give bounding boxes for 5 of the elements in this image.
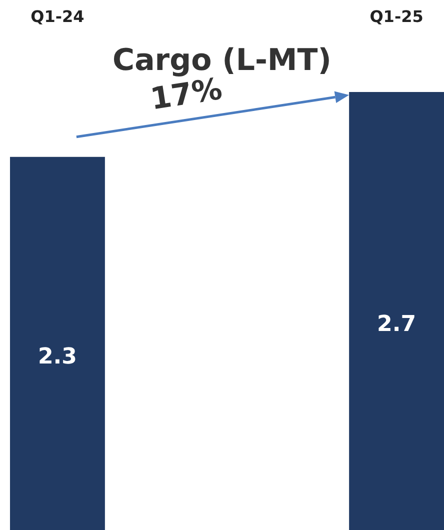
data-label: 2.3 — [38, 344, 77, 370]
data-label: 2.7 — [377, 312, 416, 337]
chart-title: Cargo (L-MT) — [112, 43, 332, 78]
x-tick-label: Q1-25 — [370, 7, 424, 26]
x-tick-label: Q1-24 — [30, 7, 84, 26]
